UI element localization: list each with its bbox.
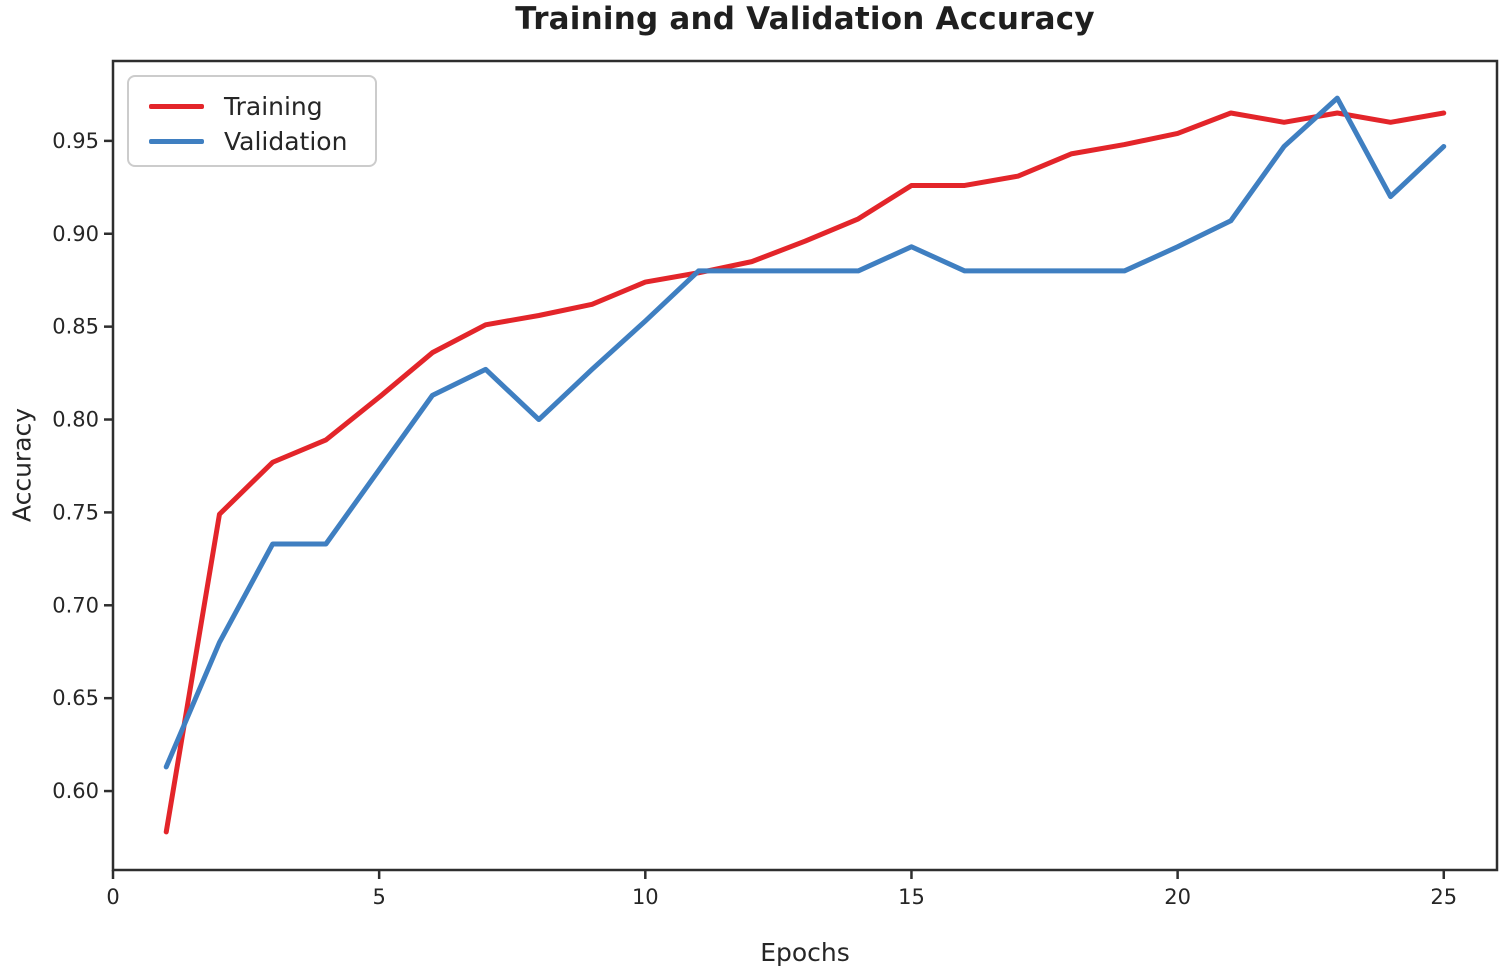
legend-item-training: Training xyxy=(149,89,375,124)
y-tick-label: 0.85 xyxy=(52,315,99,339)
y-tick-label: 0.60 xyxy=(52,779,99,803)
axes-spines xyxy=(111,59,1499,872)
y-tick-label: 0.70 xyxy=(52,593,99,617)
x-tick-label: 20 xyxy=(1164,885,1191,909)
y-axis-label: Accuracy xyxy=(7,407,37,523)
legend-label-training: Training xyxy=(224,92,323,121)
legend-item-validation: Validation xyxy=(149,124,375,159)
y-tick-label: 0.75 xyxy=(52,500,99,524)
x-tick-label: 25 xyxy=(1430,885,1457,909)
x-tick-label: 0 xyxy=(106,885,119,909)
y-tick-label: 0.90 xyxy=(52,222,99,246)
training-line xyxy=(163,110,1447,835)
y-tick-label: 0.80 xyxy=(52,408,99,432)
y-tick-label: 0.65 xyxy=(52,686,99,710)
x-tick-label: 5 xyxy=(372,885,385,909)
validation-line-swatch xyxy=(149,139,204,144)
x-axis-label: Epochs xyxy=(760,938,850,967)
legend-label-validation: Validation xyxy=(224,127,348,156)
chart-title: Training and Validation Accuracy xyxy=(515,1,1095,37)
validation-line xyxy=(163,95,1447,770)
x-tick-label: 15 xyxy=(898,885,925,909)
x-tick-label: 10 xyxy=(632,885,659,909)
legend: Training Validation xyxy=(127,75,377,167)
y-tick-label: 0.95 xyxy=(52,129,99,153)
training-line-swatch xyxy=(149,104,204,109)
